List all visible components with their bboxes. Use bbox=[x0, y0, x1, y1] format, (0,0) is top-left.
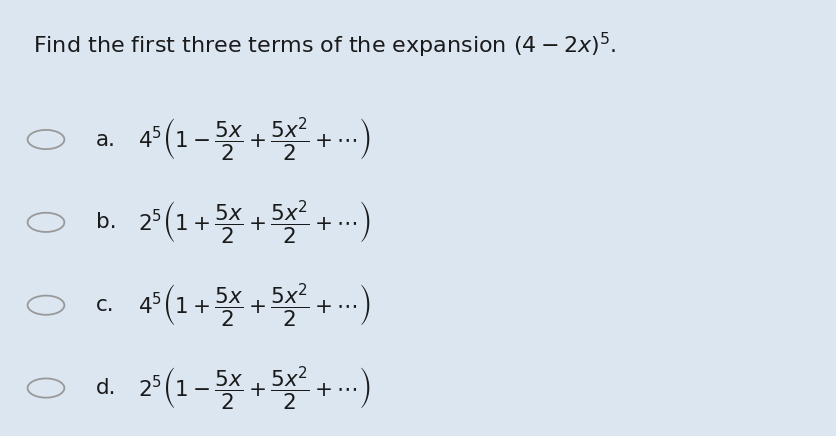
Text: $2^5\left(1 + \dfrac{5x}{2} + \dfrac{5x^2}{2} + \cdots\right)$: $2^5\left(1 + \dfrac{5x}{2} + \dfrac{5x^… bbox=[138, 198, 370, 246]
Text: $2^5\left(1 - \dfrac{5x}{2} + \dfrac{5x^2}{2} + \cdots\right)$: $2^5\left(1 - \dfrac{5x}{2} + \dfrac{5x^… bbox=[138, 364, 370, 412]
Text: d.: d. bbox=[96, 378, 117, 398]
Text: Find the first three terms of the expansion $(4 - 2x)^5$.: Find the first three terms of the expans… bbox=[33, 31, 617, 60]
Text: a.: a. bbox=[96, 129, 116, 150]
Text: $4^5\left(1 + \dfrac{5x}{2} + \dfrac{5x^2}{2} + \cdots\right)$: $4^5\left(1 + \dfrac{5x}{2} + \dfrac{5x^… bbox=[138, 281, 370, 329]
Text: b.: b. bbox=[96, 212, 117, 232]
Text: c.: c. bbox=[96, 295, 115, 315]
Text: $4^5\left(1 - \dfrac{5x}{2} + \dfrac{5x^2}{2} + \cdots\right)$: $4^5\left(1 - \dfrac{5x}{2} + \dfrac{5x^… bbox=[138, 116, 370, 164]
